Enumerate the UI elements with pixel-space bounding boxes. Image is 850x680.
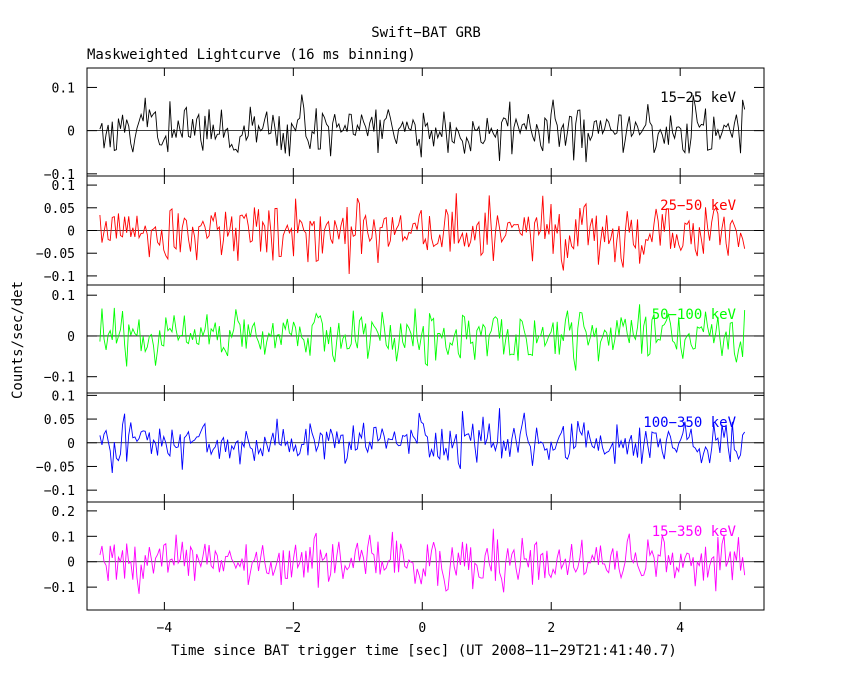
y-tick-label: 0.05	[44, 413, 75, 428]
panel-15-25-kev: 0.1 0 −0.1 15−25 keV	[44, 67, 765, 183]
x-axis-label: Time since BAT trigger time [sec] (UT 20…	[171, 643, 677, 659]
y-tick-label: 0.1	[52, 81, 75, 96]
y-tick-label: 0.1	[52, 530, 75, 545]
y-tick-label: 0	[67, 125, 75, 140]
band-label: 15−350 keV	[652, 524, 737, 540]
series-line	[99, 304, 746, 371]
y-tick-label: −0.05	[36, 247, 75, 262]
y-tick-label: 0.05	[44, 202, 75, 217]
chart-title: Swift−BAT GRB	[371, 25, 481, 41]
band-label: 50−100 keV	[652, 307, 737, 323]
panels-group: 0.1 0 −0.1 15−25 keV 0.1 0.05 0 −0.05 −0.1 25−50 …	[36, 67, 765, 636]
x-tick-label: −4	[157, 621, 173, 636]
x-tick-label: −2	[285, 621, 301, 636]
y-axis-label: Counts/sec/det	[10, 281, 26, 399]
series-line	[99, 193, 746, 274]
x-tick-label: 2	[547, 621, 555, 636]
y-tick-label: 0.1	[52, 389, 75, 404]
series-line	[99, 408, 746, 474]
series-line	[99, 528, 746, 594]
y-tick-label: 0.1	[52, 179, 75, 194]
y-tick-label: −0.05	[36, 460, 75, 475]
y-tick-label: −0.1	[44, 168, 75, 183]
y-tick-label: 0.2	[52, 505, 75, 520]
y-tick-label: −0.1	[44, 270, 75, 285]
panel-frame	[86, 284, 765, 394]
x-tick-label: 4	[676, 621, 684, 636]
y-tick-label: 0.1	[52, 289, 75, 304]
band-label: 25−50 keV	[660, 198, 736, 214]
y-tick-label: 0	[67, 330, 75, 345]
panel-frame	[86, 392, 765, 503]
y-tick-label: 0	[67, 437, 75, 452]
panel-frame	[86, 501, 765, 611]
band-label: 100−350 keV	[643, 415, 736, 431]
panel-frame	[86, 67, 765, 177]
y-tick-label: −0.1	[44, 581, 75, 596]
panel-50-100-kev: 0.1 0 −0.1 50−100 keV	[44, 284, 765, 394]
panel-100-350-kev: 0.1 0.05 0 −0.05 −0.1 100−350 keV	[36, 389, 765, 503]
y-tick-label: −0.1	[44, 371, 75, 386]
y-tick-label: −0.1	[44, 484, 75, 499]
y-tick-label: 0	[67, 225, 75, 240]
panel-25-50-kev: 0.1 0.05 0 −0.05 −0.1 25−50 keV	[36, 175, 765, 286]
chart-subtitle: Maskweighted Lightcurve (16 ms binning)	[87, 47, 416, 63]
series-line	[99, 94, 746, 163]
x-tick-label: 0	[418, 621, 426, 636]
panel-15-350-kev: 0.2 0.1 0 −0.1 15−350 keV	[44, 501, 765, 611]
band-label: 15−25 keV	[660, 90, 736, 106]
y-tick-label: 0	[67, 556, 75, 571]
